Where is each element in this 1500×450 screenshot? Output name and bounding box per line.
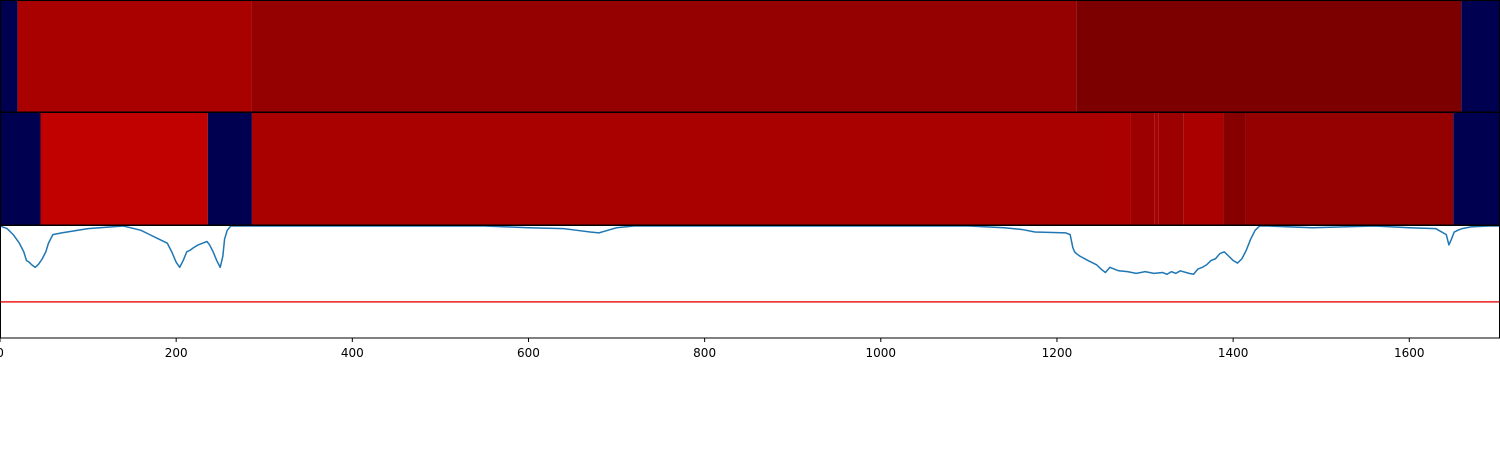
heatmap-segment-2-5 bbox=[1100, 113, 1131, 225]
heatmap-segment-2-8 bbox=[1158, 113, 1184, 225]
middle-heatmap-band bbox=[0, 112, 1500, 226]
line-plot-panel bbox=[0, 225, 1500, 339]
x-tick-label: 0 bbox=[0, 346, 4, 360]
heatmap-segment-2-6 bbox=[1130, 113, 1155, 225]
heatmap-segment-2-2 bbox=[40, 113, 208, 225]
heatmap-segment-2-3 bbox=[207, 113, 252, 225]
heatmap-segment-1-1 bbox=[0, 1, 18, 112]
x-tick-label: 1200 bbox=[1042, 346, 1073, 360]
panel-frame bbox=[0, 225, 1500, 339]
heatmap-segment-1-3 bbox=[251, 1, 1077, 112]
x-tick-label: 200 bbox=[165, 346, 188, 360]
x-tick-label: 1000 bbox=[866, 346, 897, 360]
top-heatmap-band bbox=[0, 0, 1500, 113]
x-tick-label: 800 bbox=[693, 346, 716, 360]
heatmap-segment-2-4 bbox=[251, 113, 1101, 225]
heatmap-segment-2-1 bbox=[0, 113, 41, 225]
heatmap-segment-2-11 bbox=[1245, 113, 1454, 225]
heatmap-segment-1-2 bbox=[17, 1, 252, 112]
heatmap-segment-2-12 bbox=[1453, 113, 1500, 225]
x-tick-label: 400 bbox=[341, 346, 364, 360]
x-tick-label: 1600 bbox=[1394, 346, 1425, 360]
x-tick-label: 1400 bbox=[1218, 346, 1249, 360]
heatmap-segment-2-7 bbox=[1154, 113, 1159, 225]
heatmap-segment-1-4 bbox=[1076, 1, 1462, 112]
x-axis: 0 200 400 600 800 1000 1200 1400 1600 bbox=[0, 338, 1425, 360]
heatmap-segment-1-5 bbox=[1461, 1, 1500, 112]
heatmap-segment-2-10 bbox=[1223, 113, 1246, 225]
heatmap-segment-2-9 bbox=[1183, 113, 1224, 225]
series-line-1 bbox=[0, 226, 1500, 275]
x-tick-label: 600 bbox=[517, 346, 540, 360]
